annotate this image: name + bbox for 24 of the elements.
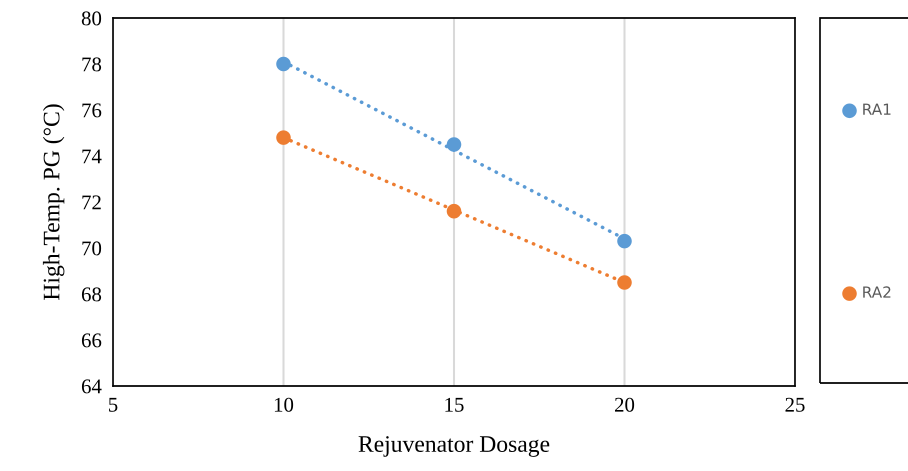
- y-tick-label: 66: [82, 333, 102, 348]
- y-tick-label: 80: [82, 11, 102, 26]
- y-tick-label: 74: [82, 150, 102, 164]
- y-axis-title: High-Temp. PG (°C): [42, 104, 64, 300]
- y-tick-label: 64: [82, 379, 102, 394]
- y-tick-label: 70: [82, 241, 102, 256]
- x-tick-label: 15: [445, 398, 464, 412]
- y-tick-label: 72: [82, 195, 101, 210]
- point: [446, 204, 462, 218]
- x-axis-title: Rejuvenator Dosage: [358, 436, 550, 457]
- legend-label: RA1: [863, 104, 890, 115]
- point: [276, 130, 291, 145]
- x-tick-label: 10: [274, 398, 294, 412]
- x-tick-label: 5: [109, 398, 118, 412]
- y-tick-label: 76: [82, 103, 102, 118]
- x-tick-label: 25: [786, 398, 805, 412]
- legend-label: RA2: [863, 286, 890, 298]
- point: [617, 275, 632, 290]
- x-tick-label: 20: [615, 398, 634, 412]
- point: [617, 234, 632, 248]
- point: [446, 137, 462, 152]
- y-tick-label: 78: [82, 57, 102, 72]
- y-tick-label: 68: [82, 287, 102, 302]
- point: [276, 56, 291, 72]
